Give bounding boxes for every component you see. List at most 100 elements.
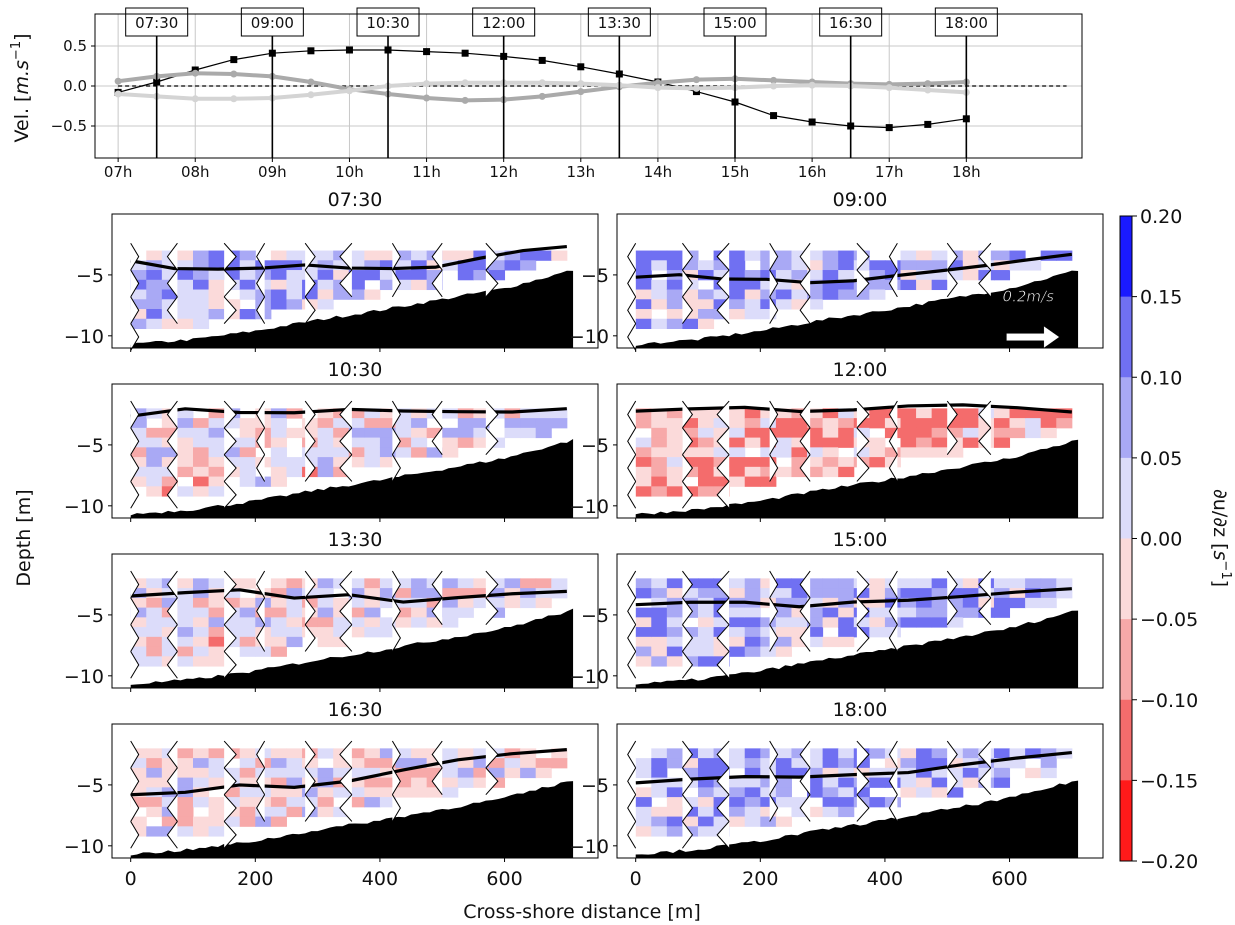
panel-1500: 15:00 −5 −10 bbox=[569, 529, 1104, 692]
shear-cell bbox=[457, 607, 474, 618]
velocity-point bbox=[461, 96, 469, 104]
shear-cell bbox=[364, 607, 381, 618]
shear-cell bbox=[822, 289, 839, 300]
shear-cell bbox=[317, 418, 334, 429]
velocity-glyph bbox=[256, 740, 266, 769]
shear-cell bbox=[224, 418, 241, 429]
shear-cell bbox=[535, 767, 552, 779]
shear-cell bbox=[379, 250, 396, 261]
velocity-glyph bbox=[431, 242, 443, 271]
velocity-glyph bbox=[888, 570, 898, 599]
shear-cell bbox=[838, 767, 855, 779]
velocity-glyph bbox=[485, 767, 499, 795]
shear-cell bbox=[224, 270, 241, 281]
shear-cell bbox=[270, 617, 287, 628]
shear-cell bbox=[239, 270, 256, 281]
shear-cell bbox=[713, 627, 730, 638]
shear-cell bbox=[488, 260, 506, 271]
shear-cell bbox=[520, 427, 537, 439]
shear-cell bbox=[698, 816, 715, 827]
velocity-glyph bbox=[485, 242, 499, 271]
panel-1630: 16:30 0 200 400 600 −5 −10 bbox=[64, 699, 599, 890]
velocity-glyph bbox=[130, 400, 140, 429]
shear-cell bbox=[729, 588, 746, 599]
shear-cell bbox=[146, 767, 163, 779]
shear-cell bbox=[931, 758, 948, 769]
shear-cell bbox=[791, 279, 808, 291]
y-tick-label: −5 bbox=[581, 775, 609, 797]
shear-cell bbox=[729, 787, 746, 798]
shear-cell bbox=[177, 748, 194, 759]
shear-cell bbox=[535, 578, 552, 589]
shear-cell bbox=[1040, 758, 1057, 769]
colorbar-tick-label: 0.20 bbox=[1140, 206, 1182, 228]
velocity-glyph bbox=[769, 454, 779, 482]
shear-cell bbox=[651, 767, 668, 779]
velocity-glyph bbox=[223, 454, 237, 482]
shear-cell bbox=[286, 806, 303, 818]
shear-cell bbox=[775, 437, 792, 448]
shear-cell bbox=[900, 437, 917, 448]
shear-cell bbox=[651, 826, 668, 837]
velocity-point bbox=[461, 79, 469, 87]
velocity-point bbox=[423, 80, 431, 88]
shear-cell bbox=[1056, 578, 1073, 589]
velocity-glyph bbox=[391, 400, 401, 429]
shear-cell bbox=[473, 408, 490, 419]
shear-cell bbox=[379, 617, 396, 628]
shear-cell bbox=[208, 299, 225, 310]
shear-cell bbox=[666, 826, 683, 837]
shear-cell bbox=[193, 447, 210, 458]
shear-cell bbox=[760, 797, 777, 808]
shear-cell bbox=[364, 250, 381, 261]
shear-cell bbox=[807, 418, 824, 429]
shear-cell bbox=[535, 597, 552, 609]
time-marker-box bbox=[934, 7, 998, 37]
shear-cell bbox=[682, 466, 699, 478]
shear-cell bbox=[520, 260, 537, 271]
shear-cell bbox=[130, 260, 147, 271]
shear-cell bbox=[270, 437, 287, 448]
shear-cell bbox=[822, 636, 839, 648]
shear-cell bbox=[635, 588, 652, 599]
velocity-point bbox=[577, 63, 585, 71]
velocity-glyph bbox=[978, 427, 992, 455]
velocity-glyph bbox=[799, 570, 811, 599]
shear-cell bbox=[822, 758, 839, 769]
panel-title: 10:30 bbox=[328, 359, 383, 381]
shear-cell bbox=[993, 578, 1011, 589]
shear-cell bbox=[348, 447, 365, 458]
shear-cell bbox=[931, 578, 948, 589]
panel-1330: 13:30 −5 −10 bbox=[64, 529, 599, 692]
shear-cell bbox=[286, 607, 303, 618]
shear-cell bbox=[760, 767, 777, 779]
velocity-glyph bbox=[799, 597, 811, 625]
shear-cell bbox=[760, 250, 777, 261]
velocity-glyph bbox=[888, 767, 898, 795]
shear-cell bbox=[807, 427, 824, 439]
shear-cell bbox=[682, 816, 699, 827]
shear-cell bbox=[317, 806, 334, 818]
shear-cell bbox=[473, 437, 490, 448]
shear-cell bbox=[255, 476, 272, 487]
shear-cell bbox=[161, 627, 178, 638]
shear-cell bbox=[270, 578, 287, 589]
shear-cell bbox=[379, 777, 396, 788]
shear-cell bbox=[729, 457, 746, 468]
shear-cell bbox=[838, 636, 855, 648]
shear-cell bbox=[744, 309, 761, 320]
shear-cell bbox=[177, 427, 194, 439]
shear-cell bbox=[666, 318, 683, 330]
velocity-glyph bbox=[256, 597, 266, 625]
shear-cell bbox=[900, 607, 917, 618]
shear-cell bbox=[411, 588, 428, 599]
shear-cell bbox=[426, 787, 443, 798]
shear-cell bbox=[947, 787, 964, 798]
shear-cell bbox=[635, 797, 652, 808]
shear-cell bbox=[270, 646, 287, 657]
shear-cell bbox=[146, 476, 163, 487]
shear-cell bbox=[1056, 588, 1073, 599]
velocity-axis-label: Vel. [m.s−1] bbox=[9, 33, 33, 142]
shear-cell bbox=[931, 777, 948, 788]
shear-cell bbox=[333, 427, 350, 439]
